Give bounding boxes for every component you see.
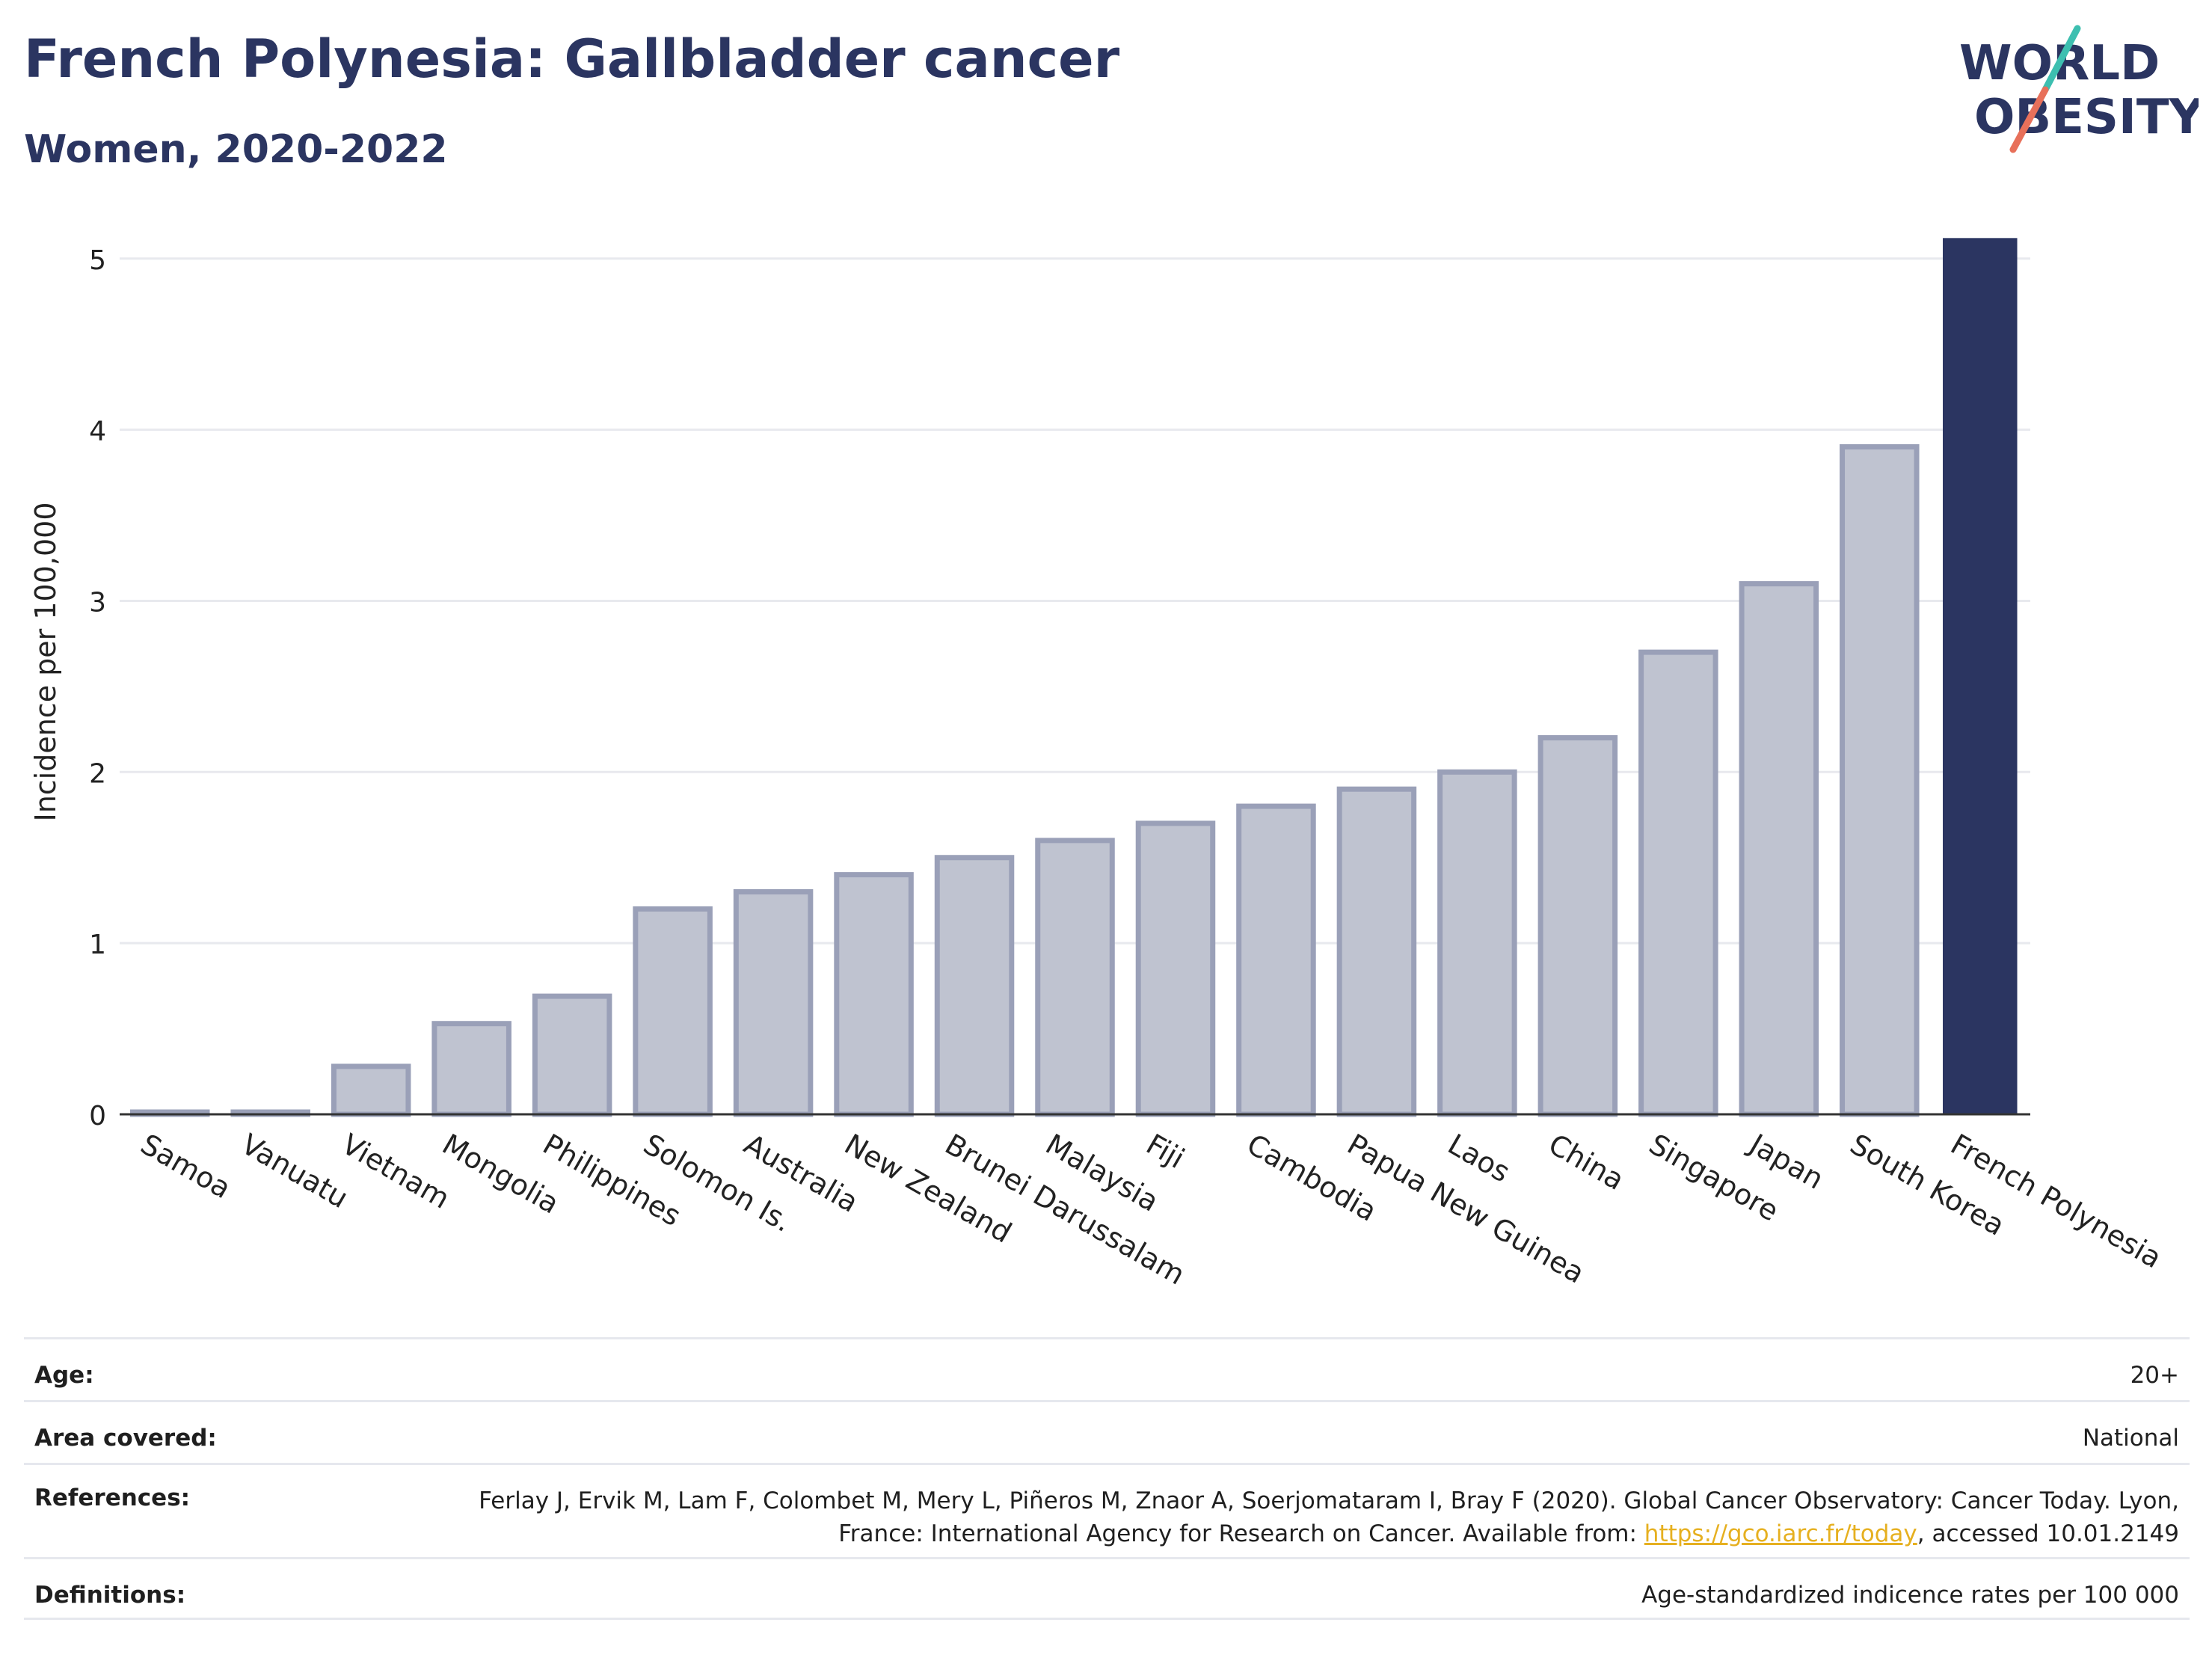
chart-title: French Polynesia: Gallbladder cancer <box>24 28 1120 90</box>
bar-papua-new-guinea <box>1336 786 1417 1117</box>
meta-row-references: References: Ferlay J, Ervik M, Lam F, Co… <box>24 1463 2190 1557</box>
metadata-table: Age: 20+ Area covered: National Referenc… <box>24 1337 2190 1620</box>
chart-subtitle: Women, 2020-2022 <box>24 127 448 172</box>
x-tick-label: China <box>1543 1128 1629 1197</box>
meta-row-definitions: Definitions: Age-standardized indicence … <box>24 1557 2190 1620</box>
meta-row-age: Age: 20+ <box>24 1337 2190 1400</box>
x-tick-label: Vanuatu <box>236 1128 354 1215</box>
references-value: Ferlay J, Ervik M, Lam F, Colombet M, Me… <box>422 1484 2179 1550</box>
area-value: National <box>2082 1425 2179 1452</box>
y-tick-label: 1 <box>89 930 106 960</box>
meta-row-area: Area covered: National <box>24 1400 2190 1463</box>
y-tick-label: 4 <box>89 417 106 447</box>
bar-philippines <box>532 993 612 1117</box>
bar-cambodia <box>1236 803 1316 1117</box>
age-value: 20+ <box>2130 1362 2179 1389</box>
x-tick-labels: Samoa VanuatuVietnamMongoliaPhilippinesSo… <box>135 1127 2167 1292</box>
references-accessed: , accessed 10.01.2149 <box>1917 1520 2179 1547</box>
x-tick-label: Fiji <box>1140 1128 1190 1175</box>
y-tick-labels: 0 1 2 3 4 5 <box>89 245 106 1132</box>
y-tick-label: 5 <box>89 245 106 276</box>
bar-singapore <box>1638 649 1718 1117</box>
bar-malaysia <box>1035 838 1115 1117</box>
bar-fiji <box>1135 820 1216 1117</box>
x-tick-label: Laos <box>1443 1128 1516 1189</box>
y-tick-label: 0 <box>89 1101 106 1132</box>
definitions-label: Definitions: <box>34 1582 186 1609</box>
bar-laos <box>1437 769 1517 1117</box>
bar-china <box>1537 735 1618 1117</box>
y-tick-label: 3 <box>89 587 106 618</box>
logo-word-obesity: OBESITY <box>1974 90 2199 145</box>
bar-french-polynesia <box>1943 238 2018 1115</box>
bar-australia <box>733 889 814 1117</box>
y-axis-label: Incidence per 100,000 <box>29 502 62 821</box>
references-label: References: <box>34 1484 191 1511</box>
y-tick-label: 2 <box>89 758 106 789</box>
age-label: Age: <box>34 1362 94 1389</box>
bar-brunei-darussalam <box>934 855 1015 1117</box>
area-label: Area covered: <box>34 1425 217 1452</box>
bar-vietnam <box>331 1063 411 1117</box>
definitions-value: Age-standardized indicence rates per 100… <box>1641 1582 2179 1609</box>
bar-solomon-is- <box>633 906 713 1117</box>
bar-new-zealand <box>834 872 914 1117</box>
bar-chart: 0 1 2 3 4 5 Samoa VanuatuVietnamMongoliaPhilip… <box>29 238 2167 1292</box>
bars <box>129 238 2018 1117</box>
bar-mongolia <box>431 1021 511 1117</box>
bar-japan <box>1739 581 1819 1117</box>
x-tick-label: Samoa <box>135 1128 236 1206</box>
x-tick-label: New Zealand <box>839 1128 1017 1250</box>
logo-slash-coral <box>2009 86 2049 153</box>
references-link[interactable]: https://gco.iarc.fr/today <box>1644 1520 1917 1547</box>
world-obesity-logo: WORLD OBESITY <box>1959 25 2199 153</box>
references-text: Ferlay J, Ervik M, Lam F, Colombet M, Me… <box>479 1487 2179 1547</box>
x-tick-label: Vietnam <box>337 1128 455 1215</box>
logo-slash-teal <box>2042 25 2081 93</box>
bar-south-korea <box>1840 444 1920 1117</box>
